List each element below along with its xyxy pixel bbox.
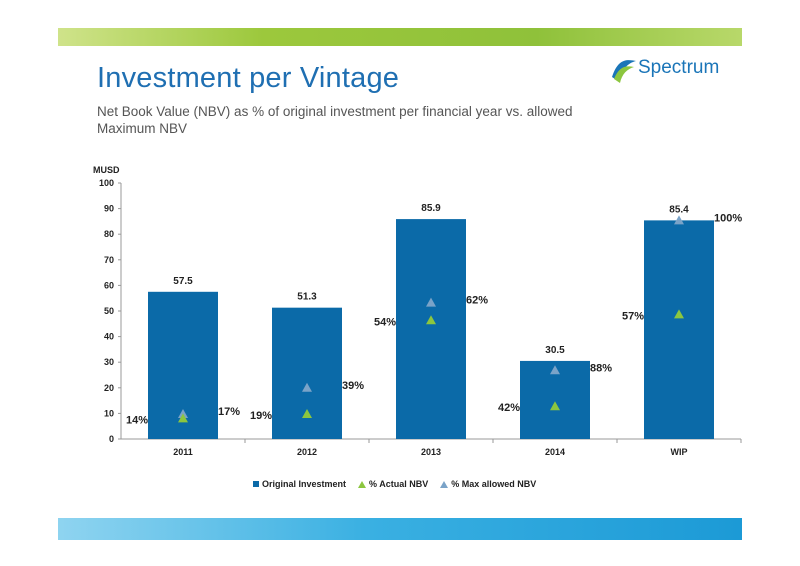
spectrum-logo: Spectrum [610,55,730,85]
max-nbv-label: 88% [590,362,612,374]
green-triangle-icon [358,480,367,488]
max-nbv-label: 39% [342,380,364,392]
blue-triangle-icon [440,480,449,488]
legend-item-max: % Max allowed NBV [440,479,536,489]
x-tick-label: 2012 [297,447,317,457]
y-axis-unit-label: MUSD [93,165,120,175]
actual-nbv-marker [178,413,188,423]
bar-value-label: 51.3 [297,292,317,303]
x-tick-label: 2013 [421,447,441,457]
actual-nbv-label: 57% [622,310,644,322]
actual-nbv-marker [302,409,312,419]
y-tick-label: 100 [99,178,114,188]
bottom-accent-band [58,518,742,540]
actual-nbv-marker [550,401,560,411]
y-tick-label: 90 [104,204,114,214]
y-tick-label: 50 [104,306,114,316]
actual-nbv-label: 54% [374,316,396,328]
legend-label-actual: % Actual NBV [369,479,429,489]
max-nbv-label: 62% [466,295,488,307]
x-tick-label: 2011 [173,447,193,457]
actual-nbv-label: 42% [498,402,520,414]
legend-item-actual: % Actual NBV [358,479,428,489]
bar-value-label: 85.9 [421,203,441,214]
max-nbv-label: 100% [714,212,742,224]
y-tick-label: 20 [104,383,114,393]
max-nbv-marker [426,297,436,307]
max-nbv-marker [550,365,560,375]
x-tick-label: WIP [671,447,688,457]
top-accent-band [58,28,742,46]
y-tick-label: 60 [104,280,114,290]
bar-original-investment [272,307,342,439]
bar-original-investment [644,220,714,439]
legend-label-original: Original Investment [262,479,347,489]
logo-text: Spectrum [638,57,720,78]
page-title: Investment per Vintage [97,62,400,94]
legend-label-max: % Max allowed NBV [451,479,537,489]
chart-legend: Original Investment % Actual NBV % Max a… [253,479,536,489]
legend-item-original: Original Investment [253,479,346,489]
actual-nbv-label: 19% [250,410,272,422]
y-tick-label: 80 [104,229,114,239]
bar-original-investment [396,219,466,439]
y-tick-label: 10 [104,408,114,418]
bar-value-label: 85.4 [669,204,689,215]
actual-nbv-marker [426,315,436,325]
y-tick-label: 70 [104,255,114,265]
bar-value-label: 57.5 [173,276,193,287]
max-nbv-label: 17% [218,406,240,418]
actual-nbv-label: 14% [126,414,148,426]
max-nbv-marker [674,215,684,225]
y-tick-label: 40 [104,332,114,342]
x-tick-label: 2014 [545,447,565,457]
wave-logo-icon [612,60,636,83]
bar-swatch-icon [253,481,259,487]
y-tick-label: 30 [104,357,114,367]
max-nbv-marker [302,382,312,392]
page-subtitle: Net Book Value (NBV) as % of original in… [97,104,573,136]
actual-nbv-marker [674,309,684,319]
bar-value-label: 30.5 [545,345,565,356]
y-tick-label: 0 [109,434,114,444]
